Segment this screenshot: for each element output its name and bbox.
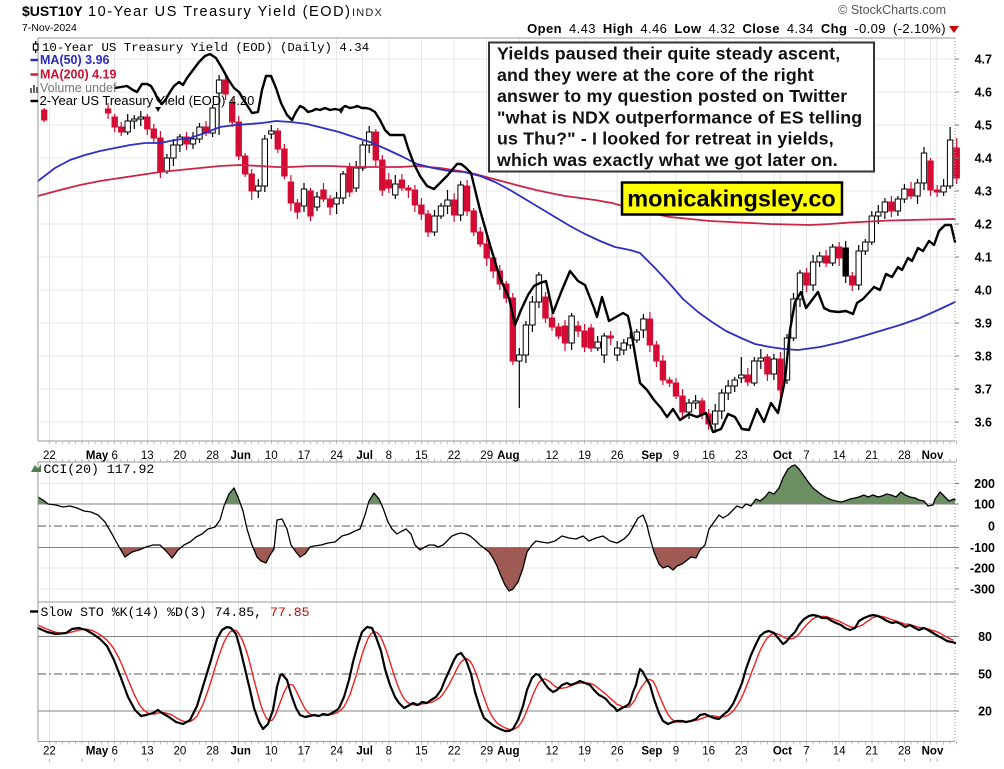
svg-text:Nov: Nov: [922, 746, 944, 758]
svg-text:9: 9: [673, 450, 679, 462]
svg-text:4.0: 4.0: [975, 284, 992, 298]
svg-text:Yields paused their quite stea: Yields paused their quite steady ascent,: [497, 44, 840, 64]
svg-text:May: May: [86, 746, 109, 758]
svg-text:MA(200) 4.19: MA(200) 4.19: [40, 68, 116, 82]
svg-text:23: 23: [735, 746, 748, 758]
svg-text:13: 13: [141, 450, 154, 462]
svg-text:7: 7: [803, 450, 809, 462]
svg-text:24: 24: [330, 450, 343, 462]
svg-text:12: 12: [546, 746, 559, 758]
svg-text:16: 16: [702, 746, 715, 758]
svg-text:and they were at the core of t: and they were at the core of the right: [497, 65, 814, 85]
svg-text:4.5: 4.5: [975, 119, 992, 133]
svg-text:-300: -300: [970, 583, 995, 597]
svg-text:29: 29: [480, 450, 493, 462]
svg-text:20: 20: [174, 746, 187, 758]
svg-text:3.7: 3.7: [975, 383, 992, 397]
svg-text:50: 50: [978, 668, 992, 682]
svg-text:"what is NDX outperformance of: "what is NDX outperformance of ES tellin…: [497, 107, 862, 127]
svg-text:14: 14: [833, 746, 846, 758]
svg-text:20: 20: [174, 450, 187, 462]
svg-text:9: 9: [673, 746, 679, 758]
svg-text:23: 23: [735, 450, 748, 462]
svg-text:3.6: 3.6: [975, 416, 992, 430]
svg-text:22: 22: [448, 450, 461, 462]
svg-text:monicakingsley.co: monicakingsley.co: [627, 186, 836, 212]
svg-text:24: 24: [330, 746, 343, 758]
svg-text:0: 0: [988, 520, 995, 534]
svg-text:Aug: Aug: [497, 450, 519, 462]
svg-text:8: 8: [386, 746, 392, 758]
svg-text:7-Nov-2024: 7-Nov-2024: [22, 22, 77, 34]
svg-text:4.6: 4.6: [975, 86, 992, 100]
svg-text:12: 12: [546, 450, 559, 462]
svg-text:© StockCharts.com: © StockCharts.com: [838, 3, 946, 17]
svg-text:80: 80: [978, 630, 992, 644]
svg-text:Oct: Oct: [773, 450, 792, 462]
svg-text:which was exactly what we got: which was exactly what we got later on.: [496, 150, 838, 170]
svg-text:21: 21: [865, 746, 878, 758]
svg-text:16: 16: [702, 450, 715, 462]
svg-text:21: 21: [865, 450, 878, 462]
svg-text:us Thu?" - I looked for retrea: us Thu?" - I looked for retreat in yield…: [497, 129, 834, 149]
svg-text:10: 10: [265, 746, 278, 758]
svg-text:15: 15: [415, 746, 428, 758]
svg-text:4.1: 4.1: [975, 251, 992, 265]
svg-text:answer to my question posted o: answer to my question posted on Twitter: [497, 86, 847, 106]
svg-text:17: 17: [298, 746, 311, 758]
svg-text:CCI(20) 117.92: CCI(20) 117.92: [44, 462, 155, 477]
svg-text:Aug: Aug: [497, 746, 519, 758]
svg-text:7: 7: [803, 746, 809, 758]
svg-text:200: 200: [974, 477, 995, 491]
svg-text:6: 6: [111, 450, 117, 462]
svg-text:Jun: Jun: [230, 746, 250, 758]
svg-text:Sep: Sep: [641, 450, 662, 462]
svg-text:22: 22: [43, 746, 56, 758]
svg-text:100: 100: [974, 498, 995, 512]
svg-text:Slow STO %K(14) %D(3) 74.85, 7: Slow STO %K(14) %D(3) 74.85, 77.85: [41, 605, 310, 620]
svg-text:MA(50) 3.96: MA(50) 3.96: [40, 53, 110, 67]
svg-text:19: 19: [578, 450, 591, 462]
svg-text:10: 10: [265, 450, 278, 462]
svg-text:10-Year US Treasury Yield (EOD: 10-Year US Treasury Yield (EOD): [88, 4, 352, 20]
svg-text:22: 22: [448, 746, 461, 758]
svg-text:28: 28: [206, 450, 219, 462]
svg-text:-100: -100: [970, 541, 995, 555]
svg-text:19: 19: [578, 746, 591, 758]
svg-text:Jul: Jul: [356, 450, 373, 462]
svg-text:10-Year US Treasury Yield (EOD: 10-Year US Treasury Yield (EOD) (Daily) …: [42, 41, 369, 55]
svg-text:INDX: INDX: [352, 7, 383, 19]
svg-text:29: 29: [480, 746, 493, 758]
svg-text:13: 13: [141, 746, 154, 758]
svg-text:6: 6: [111, 746, 117, 758]
svg-text:4.7: 4.7: [975, 53, 992, 67]
svg-text:-200: -200: [970, 562, 995, 576]
svg-text:2-Year US Treasury Yield (EOD): 2-Year US Treasury Yield (EOD) 4.20: [40, 93, 255, 108]
svg-text:14: 14: [833, 450, 846, 462]
svg-text:15: 15: [415, 450, 428, 462]
svg-text:Sep: Sep: [641, 746, 662, 758]
svg-text:Volume undef: Volume undef: [40, 81, 117, 95]
svg-text:26: 26: [611, 450, 624, 462]
svg-text:Nov: Nov: [922, 450, 944, 462]
svg-text:$UST10Y: $UST10Y: [22, 3, 83, 19]
svg-text:3.9: 3.9: [975, 317, 992, 331]
svg-text:22: 22: [43, 450, 56, 462]
svg-text:Oct: Oct: [773, 746, 792, 758]
svg-text:28: 28: [206, 746, 219, 758]
svg-text:4.3: 4.3: [975, 185, 992, 199]
svg-text:Open 4.43 High 4.46 Low 4.32 C: Open 4.43 High 4.46 Low 4.32 Close 4.34 …: [527, 21, 946, 36]
svg-text:28: 28: [898, 450, 911, 462]
svg-text:20: 20: [978, 705, 992, 719]
svg-text:17: 17: [298, 450, 311, 462]
svg-text:28: 28: [898, 746, 911, 758]
svg-text:Jul: Jul: [356, 746, 373, 758]
svg-text:3.8: 3.8: [975, 350, 992, 364]
svg-text:May: May: [86, 450, 109, 462]
svg-text:4.2: 4.2: [975, 218, 992, 232]
svg-text:Jun: Jun: [230, 450, 250, 462]
svg-text:26: 26: [611, 746, 624, 758]
svg-text:4.4: 4.4: [975, 152, 992, 166]
svg-text:8: 8: [386, 450, 392, 462]
